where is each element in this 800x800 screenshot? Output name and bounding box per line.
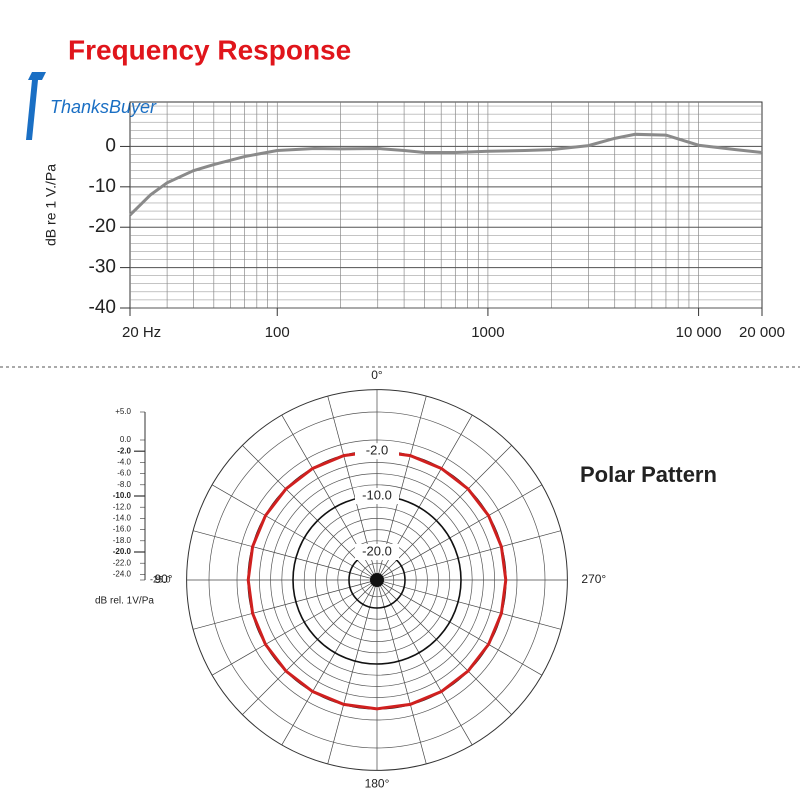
watermark: ThanksBuyer xyxy=(50,97,157,117)
y-axis-label: dB re 1 V./Pa xyxy=(43,164,59,246)
ring-label-bg xyxy=(355,544,399,560)
r-axis-label: dB rel. 1V/Pa xyxy=(95,596,154,607)
r-tick-label: -10.0 xyxy=(113,491,132,500)
polar-center xyxy=(370,573,384,587)
y-tick-label: 0 xyxy=(105,135,116,156)
ring xyxy=(359,562,395,598)
r-tick-label: -12.0 xyxy=(113,502,132,511)
r-tick-label: +5.0 xyxy=(115,407,131,416)
angle-label: 0° xyxy=(371,368,383,382)
ring xyxy=(326,529,428,631)
ring xyxy=(315,518,439,642)
r-tick-label: 0.0 xyxy=(120,435,132,444)
r-tick-label: -22.0 xyxy=(113,558,132,567)
x-tick-label: 1000 xyxy=(471,324,504,341)
ring xyxy=(259,462,495,698)
y-tick-label: -40 xyxy=(89,297,116,318)
angle-label: 180° xyxy=(365,777,390,791)
chart-title: Frequency Response xyxy=(68,34,351,65)
angle-label: 270° xyxy=(581,572,606,586)
r-tick-label: -8.0 xyxy=(117,480,131,489)
ring xyxy=(337,540,417,620)
r-tick-label: -6.0 xyxy=(117,469,131,478)
line xyxy=(128,132,763,217)
logo xyxy=(26,72,46,140)
r-tick-label: -4.0 xyxy=(117,458,131,467)
chart-title: Polar Pattern xyxy=(580,462,717,487)
angle-label: 90° xyxy=(154,572,172,586)
r-tick-label: -20.0 xyxy=(113,547,132,556)
ring-label: -20.0 xyxy=(362,543,392,558)
r-tick-label: -24.0 xyxy=(113,570,132,579)
y-tick-label: -30 xyxy=(89,257,116,278)
ring xyxy=(281,484,473,676)
x-tick-label: 100 xyxy=(265,324,290,341)
ring xyxy=(303,506,451,654)
r-tick-label: -16.0 xyxy=(113,525,132,534)
y-tick-label: -10 xyxy=(89,176,116,197)
x-tick-label: 10 000 xyxy=(676,324,722,341)
r-tick-label: -18.0 xyxy=(113,536,132,545)
ring-label-bg xyxy=(355,488,399,504)
ring xyxy=(236,439,518,721)
polar-line xyxy=(246,449,508,711)
x-tick-label: 20 000 xyxy=(739,324,785,341)
ring xyxy=(270,473,484,687)
r-tick-label: -25.0 xyxy=(150,574,171,584)
r-tick-label: -14.0 xyxy=(113,514,132,523)
y-tick-label: -20 xyxy=(89,216,116,237)
x-tick-label: 20 Hz xyxy=(122,324,161,341)
ring-label-bg xyxy=(355,443,399,460)
ring-label: -10.0 xyxy=(362,487,392,502)
ring-label: -2.0 xyxy=(366,443,388,458)
ring xyxy=(208,411,546,749)
r-tick-label: -2.0 xyxy=(117,446,131,455)
